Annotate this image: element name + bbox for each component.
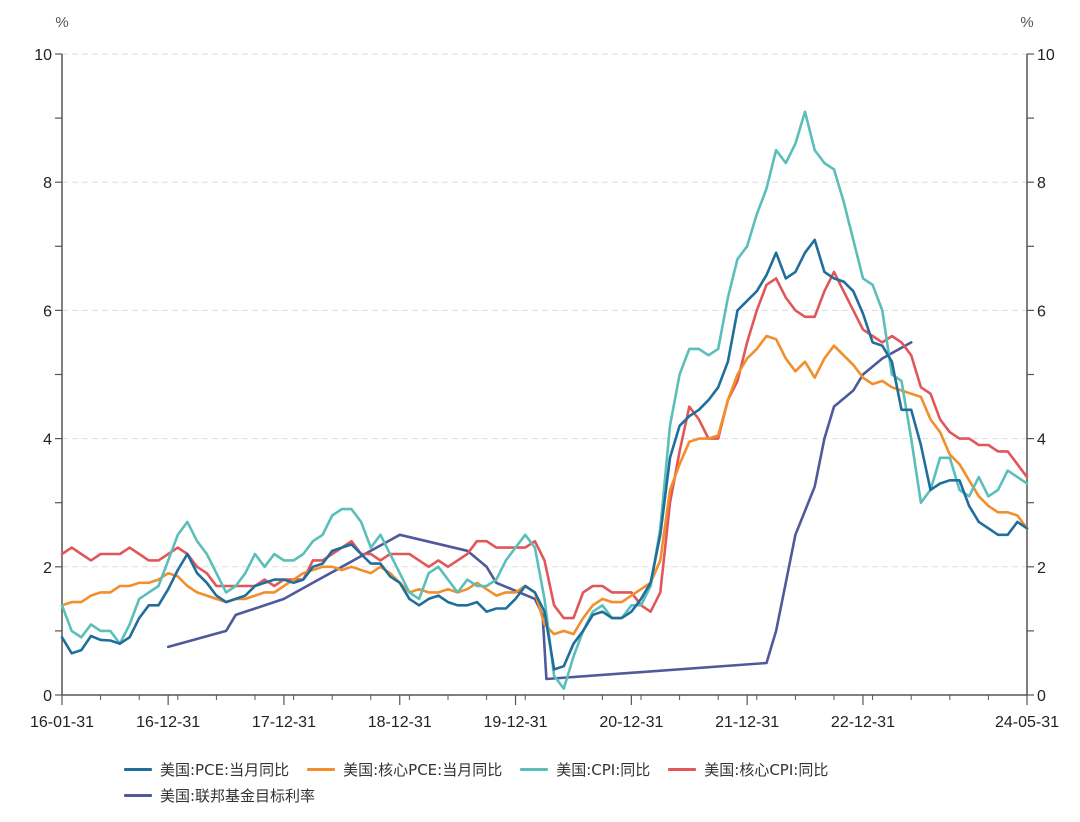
legend-label: 美国:核心CPI:同比	[704, 760, 829, 779]
legend-swatch-icon	[668, 767, 697, 771]
x-tick-label: 16-12-31	[136, 714, 200, 731]
legend-row-1: 美国:PCE:当月同比 美国:核心PCE:当月同比 美国:CPI:同比 美国:核…	[124, 756, 1004, 782]
legend-item-pce[interactable]: 美国:PCE:当月同比	[124, 759, 289, 780]
y-tick-label-right: 4	[1037, 432, 1046, 449]
legend-item-core-cpi[interactable]: 美国:核心CPI:同比	[668, 759, 828, 780]
legend-label: 美国:核心PCE:当月同比	[343, 760, 503, 779]
y-tick-label-left: 8	[43, 175, 52, 192]
x-tick-label: 22-12-31	[831, 714, 895, 731]
y-tick-label-left: 2	[43, 560, 52, 577]
y-tick-label-left: 10	[34, 47, 52, 64]
series-line-2	[60, 110, 1029, 690]
line-chart: 0 0 2 2 4 4 6 6 8 8 10 10 16-01-31 16-12-31 17-12-31 18…	[30, 14, 1059, 731]
y-tick-label-left: 4	[43, 432, 52, 449]
y-tick-label-right: 2	[1037, 560, 1046, 577]
series-line-4	[166, 341, 913, 681]
x-tick-label: 20-12-31	[599, 714, 663, 731]
x-tick-label: 18-12-31	[368, 714, 432, 731]
left-axis-unit: %	[55, 14, 68, 31]
legend-swatch-icon	[124, 793, 152, 797]
y-tick-label-right: 6	[1037, 303, 1046, 320]
legend-label: 美国:CPI:同比	[556, 760, 651, 779]
y-tick-label-right: 0	[1037, 688, 1046, 705]
x-tick-label: 16-01-31	[30, 714, 94, 731]
series-line-0	[60, 238, 1029, 671]
x-tick-label: 21-12-31	[715, 714, 779, 731]
legend-label: 美国:PCE:当月同比	[160, 760, 290, 779]
legend-item-fed-funds-rate[interactable]: 美国:联邦基金目标利率	[124, 785, 315, 806]
axes: 0 0 2 2 4 4 6 6 8 8 10 10 16-01-31 16-12-31 17-12-31 18…	[30, 47, 1059, 731]
y-tick-label-left: 6	[43, 303, 52, 320]
legend-swatch-icon	[520, 767, 549, 771]
legend-swatch-icon	[307, 767, 336, 771]
series-line-3	[60, 270, 1029, 620]
series-line-1	[60, 334, 1029, 636]
gridlines	[62, 53, 1027, 568]
legend-label: 美国:联邦基金目标利率	[160, 786, 316, 805]
right-axis-unit: %	[1020, 14, 1033, 31]
legend-item-cpi[interactable]: 美国:CPI:同比	[520, 759, 650, 780]
legend-item-core-pce[interactable]: 美国:核心PCE:当月同比	[307, 759, 502, 780]
y-tick-label-right: 8	[1037, 175, 1046, 192]
legend-swatch-icon	[124, 767, 152, 771]
legend-row-2: 美国:联邦基金目标利率	[124, 782, 1004, 808]
y-tick-label-left: 0	[43, 688, 52, 705]
series-lines	[60, 110, 1029, 690]
x-tick-label: 19-12-31	[484, 714, 548, 731]
x-tick-label: 17-12-31	[252, 714, 316, 731]
x-tick-label: 24-05-31	[995, 714, 1059, 731]
chart-legend: 美国:PCE:当月同比 美国:核心PCE:当月同比 美国:CPI:同比 美国:核…	[124, 756, 1004, 808]
y-tick-label-right: 10	[1037, 47, 1055, 64]
